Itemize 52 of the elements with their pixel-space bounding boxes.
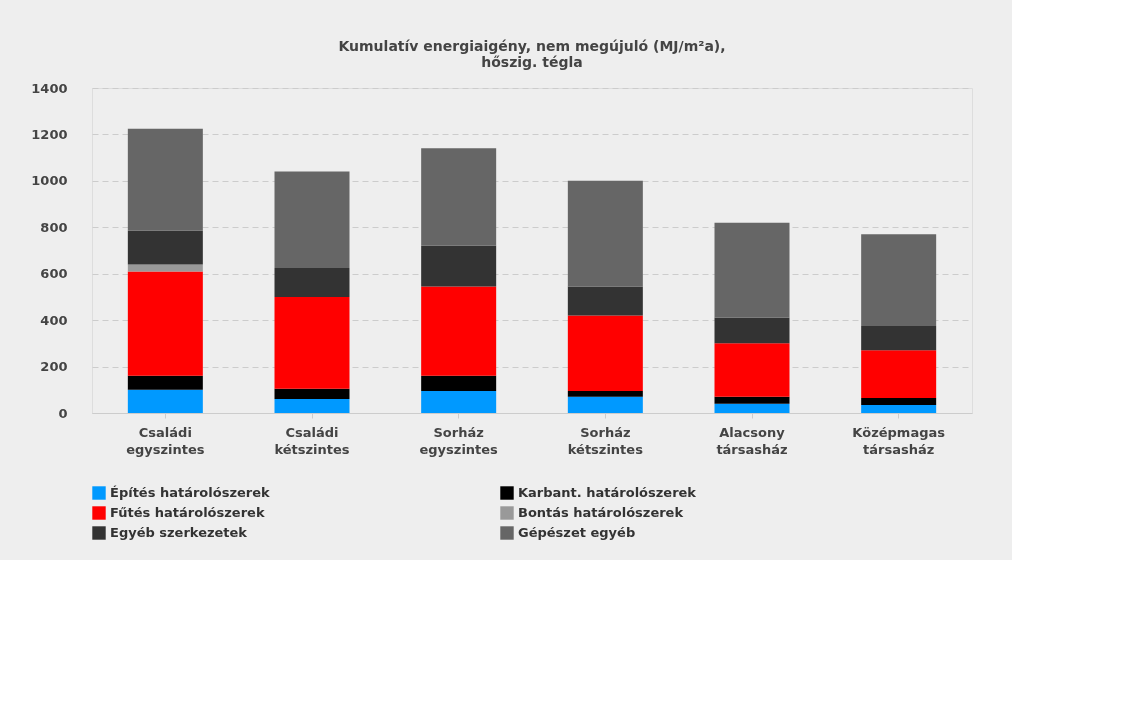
x-tick-label: Középmagas társasház: [852, 424, 946, 457]
x-tick-label: Családi egyszintes: [126, 424, 205, 457]
y-tick-label: 200: [40, 359, 68, 375]
chart-title: Kumulatív energiaigény, nem megújuló (MJ/m²a), hőszig. tégla: [338, 38, 726, 70]
bar: [714, 222, 790, 318]
bar: [861, 325, 937, 351]
bar: [127, 375, 203, 390]
bar: [127, 230, 203, 265]
legend-label: Karbant. határolószerek: [518, 485, 697, 500]
bar: [127, 271, 203, 376]
bar: [567, 315, 643, 391]
bar: [127, 264, 203, 272]
bar: [714, 343, 790, 397]
bar: [861, 404, 937, 413]
bar: [567, 396, 643, 413]
legend-label: Bontás határolószerek: [518, 505, 684, 520]
x-tick-label: Sorház egyszintes: [419, 424, 499, 457]
y-tick-label: 600: [40, 266, 68, 282]
x-tick-label: Családi kétszintes: [274, 424, 350, 457]
bar: [714, 396, 790, 404]
legend-label: Fűtés határolószerek: [110, 505, 265, 520]
bar: [567, 286, 643, 316]
bar: [714, 317, 790, 344]
legend-label: Egyéb szerkezetek: [110, 525, 248, 540]
bar: [861, 350, 937, 398]
bar: [274, 399, 350, 413]
bar: [127, 389, 203, 413]
bar: [421, 245, 497, 287]
bar: [421, 286, 497, 376]
y-tick-label: 0: [58, 405, 68, 421]
y-tick-label: 1400: [31, 80, 68, 96]
bar: [567, 180, 643, 287]
bar: [274, 296, 350, 389]
bar: [861, 397, 937, 405]
bar: [421, 148, 497, 246]
x-tick-label: Alacsony társasház: [716, 424, 788, 457]
bar: [714, 403, 790, 413]
y-tick-label: 800: [40, 219, 68, 235]
legend-label: Gépészet egyéb: [518, 525, 636, 540]
x-tick-label: Sorház kétszintes: [567, 424, 644, 457]
bar: [274, 388, 350, 400]
legend-label: Építés határolószerek: [110, 485, 271, 500]
bar: [274, 267, 350, 297]
bar: [421, 375, 497, 391]
y-tick-label: 1200: [31, 126, 68, 142]
bar: [421, 390, 497, 413]
bar: [567, 390, 643, 397]
bar: [127, 128, 203, 231]
bar: [274, 171, 350, 268]
bar: [861, 234, 937, 326]
y-tick-label: 1000: [31, 173, 68, 189]
y-tick-label: 400: [40, 312, 68, 328]
